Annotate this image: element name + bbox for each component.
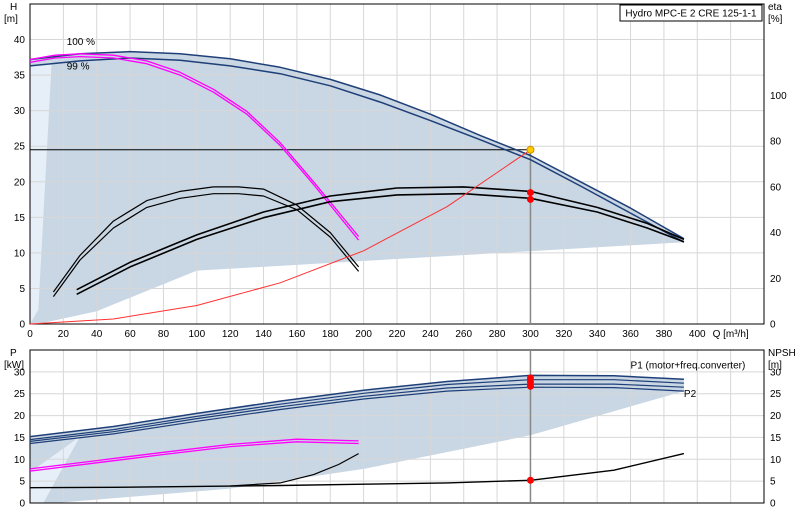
curve-label: 100 % xyxy=(67,37,95,48)
y2-tick-label: 80 xyxy=(770,137,782,148)
x-tick-label: 240 xyxy=(422,329,439,340)
x-tick-label: 200 xyxy=(355,329,372,340)
series-line-7 xyxy=(29,452,685,489)
data-point-marker xyxy=(526,382,534,390)
duty-point-marker xyxy=(526,145,535,154)
plot-frame xyxy=(29,349,765,504)
grid xyxy=(29,3,764,325)
x-tick-label: 260 xyxy=(455,329,472,340)
x-tick-label: 120 xyxy=(222,329,239,340)
shaded-region xyxy=(30,51,684,324)
y-tick-label: 25 xyxy=(14,389,26,400)
y-tick-label: 20 xyxy=(14,177,26,188)
title-box xyxy=(619,4,763,22)
curve-label: P2 xyxy=(684,389,697,400)
y-tick-label: 25 xyxy=(14,142,26,153)
series-line-5 xyxy=(52,186,360,293)
series-line-3 xyxy=(29,53,360,237)
x-tick-label: 220 xyxy=(389,329,406,340)
y2-axis-unit: [m] xyxy=(768,360,782,371)
data-point-marker xyxy=(526,189,534,197)
series-line-4 xyxy=(29,55,360,241)
y2-tick-label: 60 xyxy=(770,182,782,193)
y-tick-label: 0 xyxy=(19,320,25,331)
series-line-2 xyxy=(29,379,684,441)
x-tick-label: 380 xyxy=(656,329,673,340)
series-line-8 xyxy=(76,192,685,296)
plot-frame xyxy=(29,3,765,325)
curve-label: 99 % xyxy=(67,61,90,72)
y2-axis-label: NPSH xyxy=(768,348,796,359)
chart-panel-2: 0 5 10 15 20 25 30 0 5 10 15 20 25 30 P[kW] NPSH[m] P1 (… xyxy=(4,348,796,510)
x-tick-label: 400 xyxy=(689,329,706,340)
y2-tick-label: 40 xyxy=(770,228,782,239)
x-tick-label: 40 xyxy=(91,329,103,340)
y-axis-label: H xyxy=(10,2,17,13)
series-line-5 xyxy=(29,438,359,470)
x-tick-label: 100 xyxy=(188,329,205,340)
x-tick-label: 0 xyxy=(27,329,33,340)
y2-tick-label: 5 xyxy=(770,477,776,488)
x-tick-label: 360 xyxy=(622,329,639,340)
y-tick-label: 10 xyxy=(14,455,26,466)
x-tick-label: 300 xyxy=(522,329,539,340)
y-tick-label: 0 xyxy=(19,499,25,510)
series-line-3 xyxy=(29,383,684,442)
series-line-1 xyxy=(29,50,685,240)
y-axis-label: P xyxy=(10,348,17,359)
y2-tick-label: 0 xyxy=(770,499,776,510)
y-tick-label: 5 xyxy=(19,284,25,295)
chart-title: Hydro MPC-E 2 CRE 125-1-1 xyxy=(625,9,757,20)
y-axis-unit: [kW] xyxy=(4,360,24,371)
data-point-marker xyxy=(526,476,534,484)
y-tick-label: 15 xyxy=(14,213,26,224)
x-tick-label: 20 xyxy=(58,329,70,340)
operating-range-area xyxy=(30,375,684,503)
y-tick-label: 5 xyxy=(19,477,25,488)
series-line-6 xyxy=(52,193,360,297)
y2-axis-unit: [%] xyxy=(768,14,783,25)
y-tick-label: 35 xyxy=(14,71,26,82)
y2-tick-label: 0 xyxy=(770,320,776,331)
y2-tick-label: 15 xyxy=(770,433,782,444)
shaded-region xyxy=(30,375,684,503)
y-axis-unit: [m] xyxy=(4,14,18,25)
x-tick-label: 140 xyxy=(255,329,272,340)
series-line-7 xyxy=(76,186,685,291)
series-line-4 xyxy=(29,386,684,445)
y2-tick-label: 25 xyxy=(770,389,782,400)
x-tick-label: 160 xyxy=(289,329,306,340)
operating-range-area xyxy=(30,51,684,325)
data-point-marker xyxy=(526,195,534,203)
x-tick-label: 280 xyxy=(489,329,506,340)
x-tick-label: 180 xyxy=(322,329,339,340)
y2-tick-label: 30 xyxy=(770,367,782,378)
y2-tick-label: 20 xyxy=(770,411,782,422)
y2-tick-label: 10 xyxy=(770,455,782,466)
y-tick-label: 30 xyxy=(14,367,26,378)
series-line-8 xyxy=(230,453,359,487)
shaded-region-edge xyxy=(30,62,52,325)
series-line-1 xyxy=(29,374,684,438)
y2-tick-label: 20 xyxy=(770,274,782,285)
x-axis-label: Q [m³/h] xyxy=(713,329,749,340)
x-tick-label: 340 xyxy=(589,329,606,340)
y-tick-label: 30 xyxy=(14,106,26,117)
x-tick-label: 320 xyxy=(555,329,572,340)
shaded-region-edge xyxy=(30,436,81,503)
y-tick-label: 10 xyxy=(14,248,26,259)
x-tick-label: 60 xyxy=(125,329,137,340)
y2-tick-label: 100 xyxy=(770,91,787,102)
curve-label: P1 (motor+freq.converter) xyxy=(631,360,746,371)
series-line-9 xyxy=(29,149,531,325)
y-tick-label: 40 xyxy=(14,35,26,46)
x-tick-label: 80 xyxy=(158,329,170,340)
series-line-6 xyxy=(29,441,359,472)
series-line-2 xyxy=(29,57,685,243)
y-tick-label: 20 xyxy=(14,411,26,422)
y-tick-label: 15 xyxy=(14,433,26,444)
y2-axis-label: eta xyxy=(768,2,782,13)
